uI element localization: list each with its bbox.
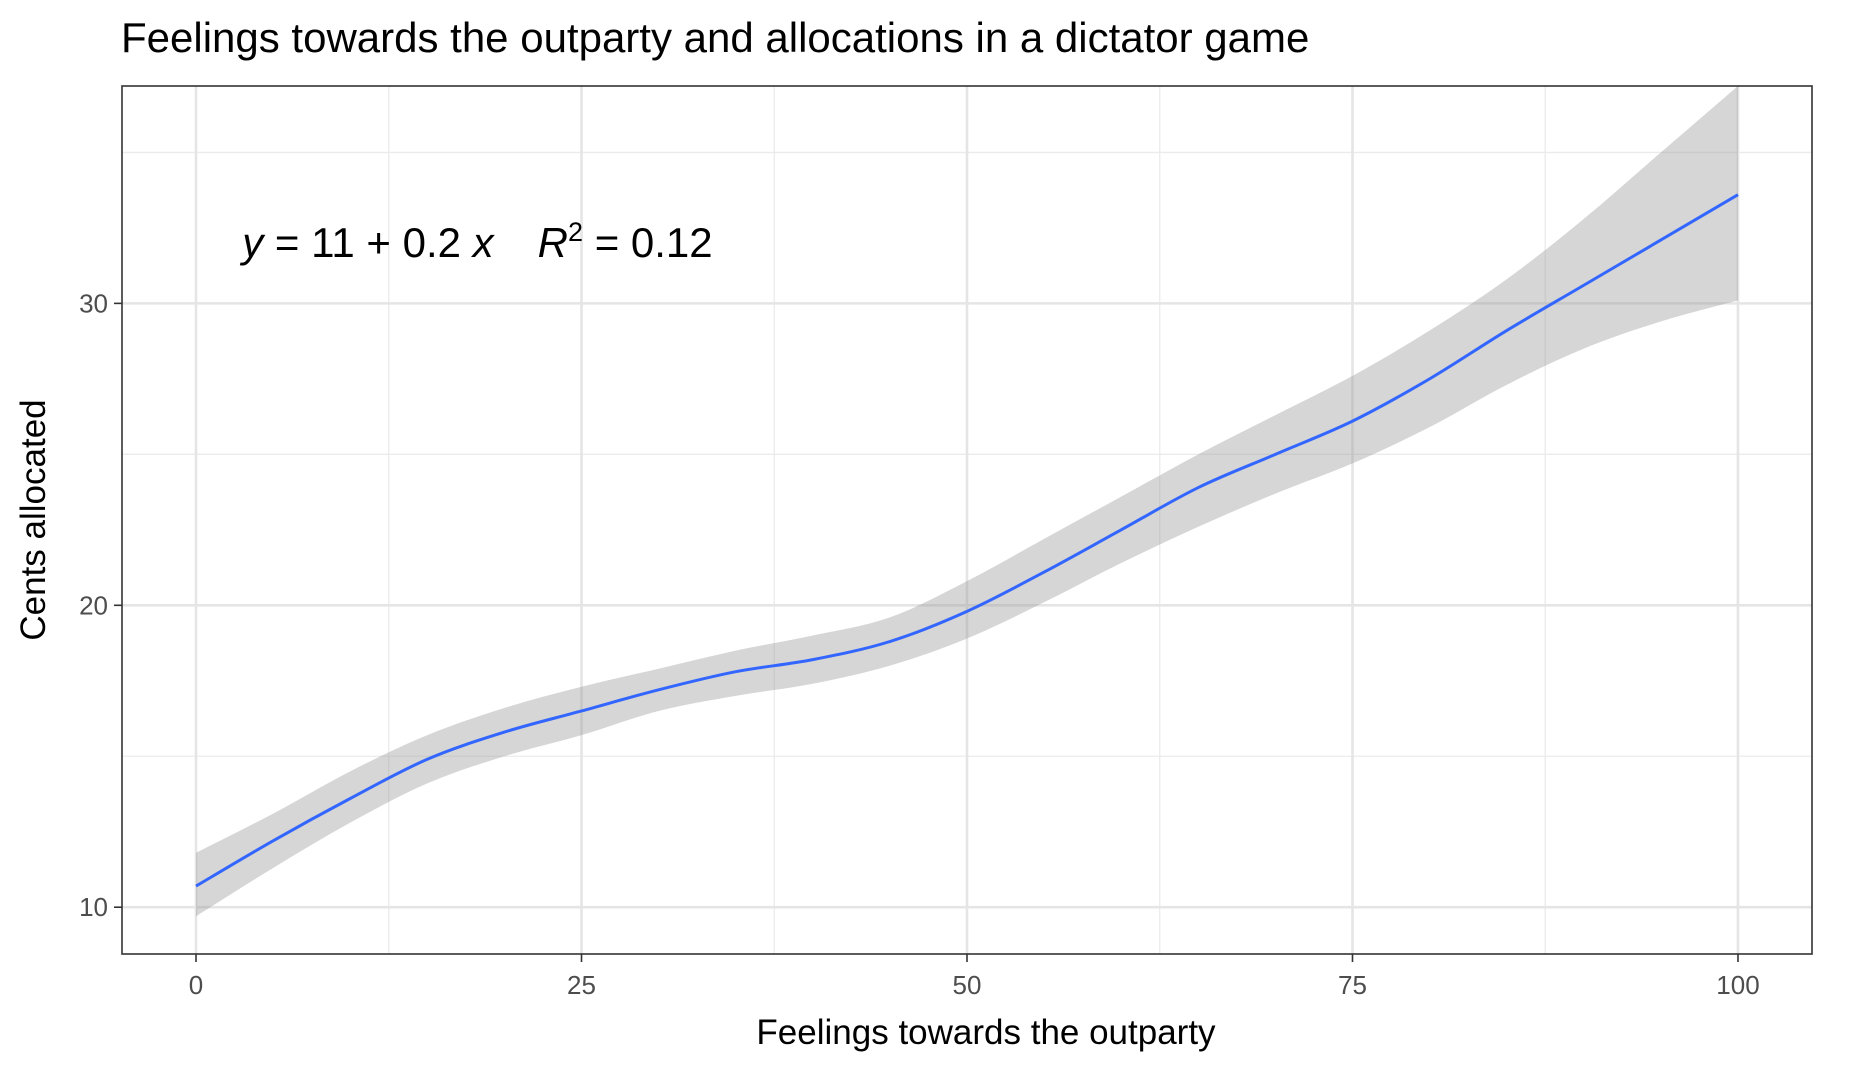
major-gridlines: [122, 86, 1812, 954]
fit-line-layer: [195, 193, 1739, 888]
x-axis-title: Feelings towards the outparty: [756, 1013, 1216, 1052]
y-tick-label: 30: [79, 288, 108, 318]
x-tick-label: 0: [189, 970, 203, 1000]
y-tick-label: 10: [79, 892, 108, 922]
annotation-r-var: R: [538, 219, 568, 266]
confidence-band-layer: [196, 86, 1738, 917]
annotation-y-var: y: [239, 219, 266, 266]
y-tick-label: 20: [79, 590, 108, 620]
chart-title: Feelings towards the outparty and alloca…: [121, 14, 1309, 61]
annotation-r-value: = 0.12: [583, 219, 713, 266]
x-tick-label: 75: [1338, 970, 1367, 1000]
x-tick-label: 100: [1716, 970, 1759, 1000]
fit-line: [195, 193, 1739, 888]
x-tick-label: 50: [953, 970, 982, 1000]
annotation-r-exponent: 2: [568, 217, 583, 247]
y-axis-title: Cents allocated: [14, 399, 53, 640]
confidence-band: [196, 86, 1738, 917]
annotation-equation: = 11 + 0.2: [263, 219, 472, 266]
axis-ticks: 0 25 50 75 100 10 20 30: [79, 288, 1760, 1000]
regression-equation-annotation: y = 11 + 0.2 x R2 = 0.12: [239, 217, 712, 266]
annotation-x-var: x: [471, 219, 496, 266]
x-tick-label: 25: [567, 970, 596, 1000]
